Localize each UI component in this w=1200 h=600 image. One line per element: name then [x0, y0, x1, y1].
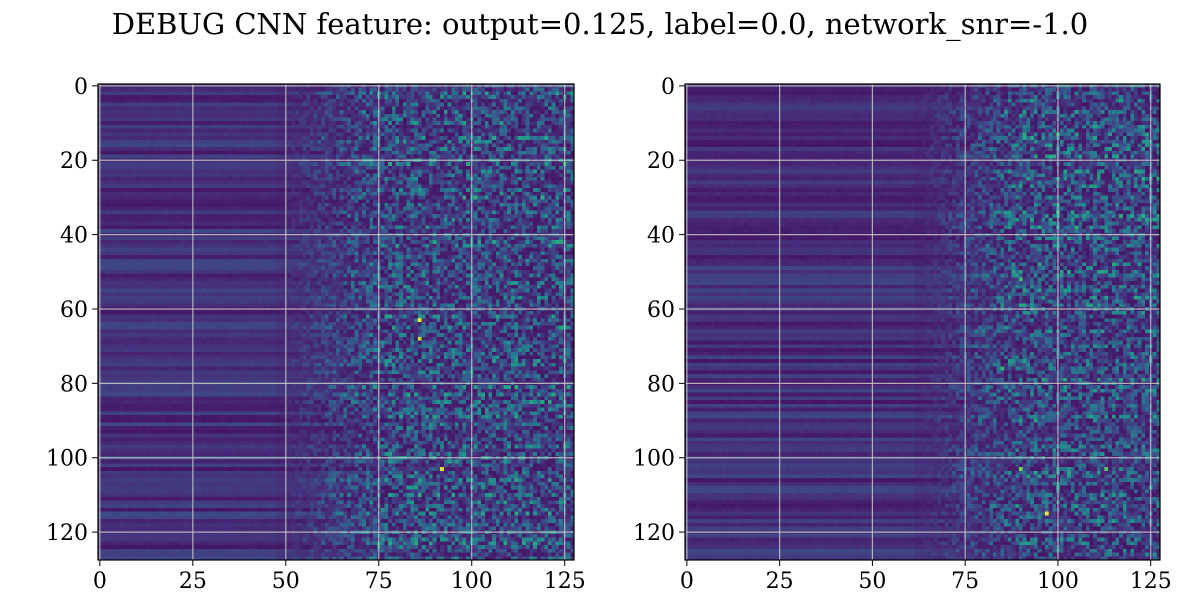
x-tick-label: 50	[858, 569, 886, 594]
x-tick-label: 0	[680, 569, 694, 594]
heatmap-image	[685, 84, 1160, 560]
y-tick-label: 60	[647, 298, 675, 323]
x-tick-label: 75	[365, 569, 393, 594]
x-tick-label: 125	[1130, 569, 1172, 594]
x-tick-label: 25	[179, 569, 207, 594]
y-tick-label: 120	[633, 521, 675, 546]
heatmap-hotspot-cell	[1018, 277, 1023, 282]
heatmap-hotspot-cell	[395, 243, 400, 248]
y-tick-label: 80	[60, 372, 88, 397]
x-tick-label: 100	[451, 569, 493, 594]
x-tick-label: 75	[951, 569, 979, 594]
heatmap-hotspot-cell	[1044, 511, 1049, 516]
y-tick-label: 40	[60, 224, 88, 249]
heatmap-panel-right: 0 25 50 75 100 125 0 20 40 60 80 100 120	[633, 75, 1172, 594]
x-tick-label: 25	[766, 569, 794, 594]
y-tick-label: 80	[647, 372, 675, 397]
y-tick-label: 60	[60, 298, 88, 323]
heatmap-hotspot-cell	[417, 336, 422, 341]
x-tick-label: 0	[93, 569, 107, 594]
figure-title: DEBUG CNN feature: output=0.125, label=0…	[112, 7, 1088, 42]
y-tick-label: 20	[60, 149, 88, 174]
x-tick-label: 125	[544, 569, 586, 594]
axes-frame	[97, 83, 575, 561]
axes-frame	[684, 83, 1161, 561]
heatmap-hotspot-cell	[1104, 467, 1109, 471]
x-tick-label: 100	[1037, 569, 1079, 594]
y-tick-label: 100	[633, 447, 675, 472]
heatmap-panel-left: 0 25 50 75 100 125 0 20 40 60 80 100 120	[46, 75, 586, 594]
y-tick-label: 0	[74, 75, 88, 100]
x-tick-label: 50	[272, 569, 300, 594]
y-tick-label: 120	[46, 521, 88, 546]
heatmap-hotspot-cell	[1018, 467, 1023, 471]
heatmap-hotspot-cell	[1000, 366, 1005, 371]
heatmap-hotspot-cell	[440, 467, 444, 471]
y-tick-label: 100	[46, 447, 88, 472]
heatmap-hotspot-cell	[417, 318, 422, 322]
heatmap-image	[98, 84, 574, 560]
y-tick-label: 0	[661, 75, 675, 100]
y-tick-label: 20	[647, 149, 675, 174]
y-tick-label: 40	[647, 224, 675, 249]
